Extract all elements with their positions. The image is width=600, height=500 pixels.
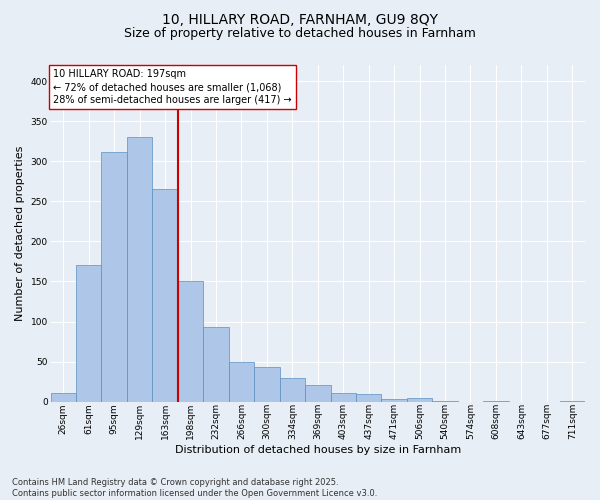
- Bar: [280, 378, 305, 402]
- Bar: [203, 327, 229, 402]
- Bar: [127, 137, 152, 402]
- Bar: [229, 362, 254, 402]
- Bar: [483, 401, 509, 402]
- Bar: [178, 280, 203, 402]
- Bar: [50, 393, 76, 402]
- Bar: [76, 266, 101, 402]
- X-axis label: Distribution of detached houses by size in Farnham: Distribution of detached houses by size …: [175, 445, 461, 455]
- Bar: [407, 398, 433, 402]
- Text: 10 HILLARY ROAD: 197sqm
← 72% of detached houses are smaller (1,068)
28% of semi: 10 HILLARY ROAD: 197sqm ← 72% of detache…: [53, 69, 292, 106]
- Text: 10, HILLARY ROAD, FARNHAM, GU9 8QY: 10, HILLARY ROAD, FARNHAM, GU9 8QY: [162, 12, 438, 26]
- Bar: [560, 401, 585, 402]
- Text: Contains HM Land Registry data © Crown copyright and database right 2025.
Contai: Contains HM Land Registry data © Crown c…: [12, 478, 377, 498]
- Bar: [382, 400, 407, 402]
- Text: Size of property relative to detached houses in Farnham: Size of property relative to detached ho…: [124, 28, 476, 40]
- Bar: [101, 152, 127, 402]
- Bar: [433, 401, 458, 402]
- Bar: [152, 190, 178, 402]
- Bar: [305, 385, 331, 402]
- Bar: [254, 367, 280, 402]
- Bar: [356, 394, 382, 402]
- Y-axis label: Number of detached properties: Number of detached properties: [15, 146, 25, 321]
- Bar: [331, 393, 356, 402]
